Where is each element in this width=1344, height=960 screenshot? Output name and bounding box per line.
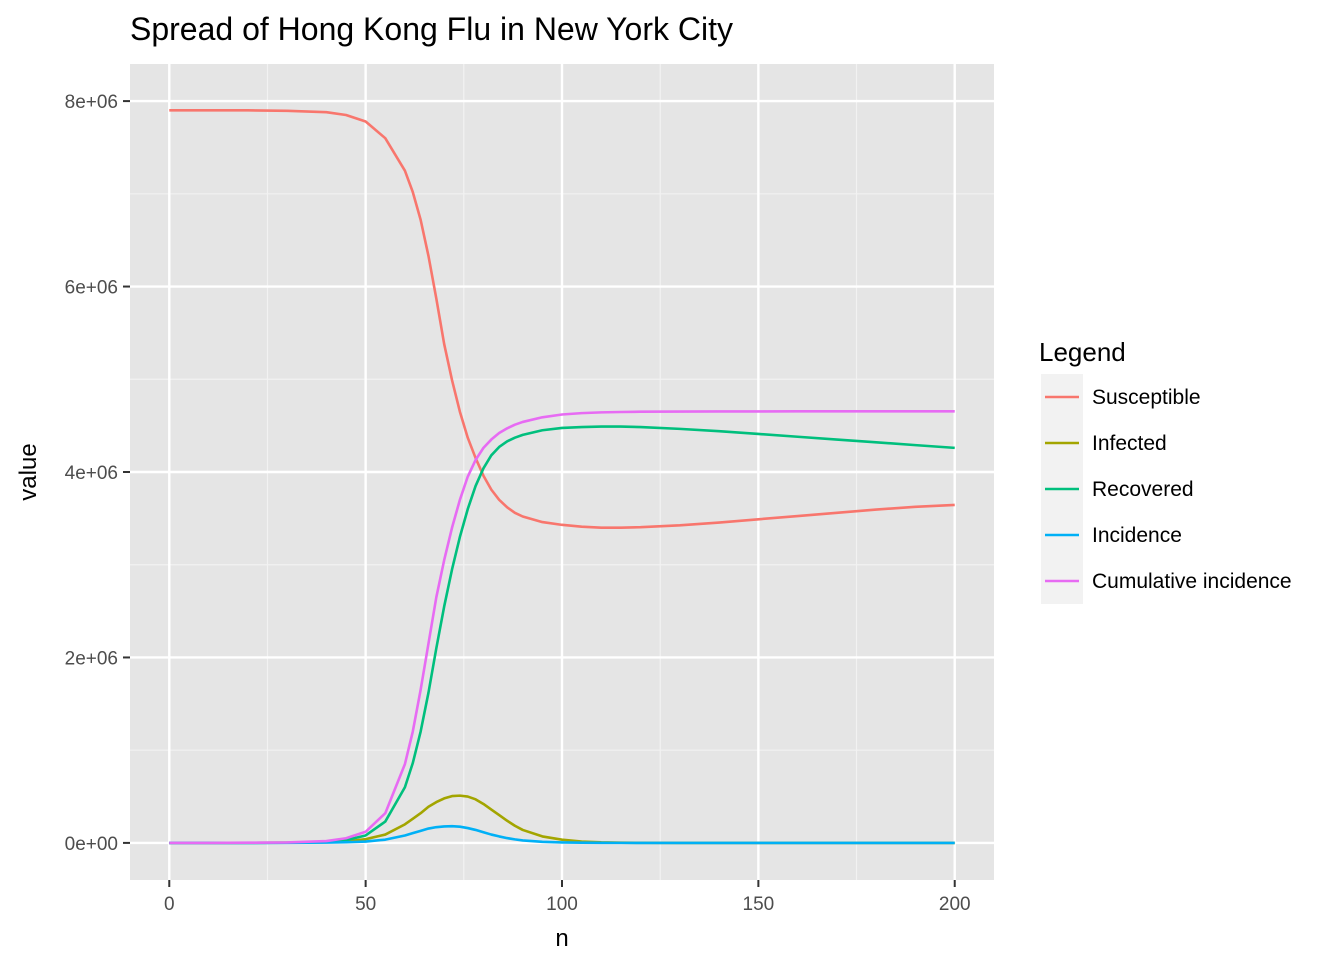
legend-item: Infected	[1041, 420, 1167, 466]
series-line-incidence	[169, 824, 955, 845]
x-tick-label: 200	[939, 894, 971, 915]
y-tick-label: 8e+06	[65, 92, 118, 113]
legend-label: Incidence	[1092, 524, 1182, 547]
axis-ticks	[123, 100, 956, 887]
legend-label: Cumulative incidence	[1092, 570, 1292, 593]
x-tick-label: 100	[546, 894, 578, 915]
x-axis-title: n	[555, 925, 568, 952]
x-tick-label: 50	[355, 894, 376, 915]
x-tick-label: 0	[164, 894, 175, 915]
y-tick-label: 0e+00	[65, 834, 118, 855]
legend-items: Susceptible Infected Recovered Incidence Cum…	[1041, 374, 1292, 604]
y-tick-labels: 0e+00 2e+06 4e+06 6e+06 8e+06	[65, 92, 118, 855]
legend-item: Recovered	[1041, 466, 1194, 512]
x-tick-labels: 0 50 100 150 200	[164, 894, 971, 915]
chart-title: Spread of Hong Kong Flu in New York City	[130, 11, 733, 47]
legend-item: Incidence	[1041, 512, 1182, 558]
legend: Legend Susceptible Infected Recovered Incid…	[1039, 337, 1292, 604]
legend-title: Legend	[1039, 337, 1126, 367]
legend-label: Recovered	[1092, 478, 1194, 501]
legend-item: Cumulative incidence	[1041, 558, 1292, 604]
series-lines	[169, 109, 955, 845]
y-tick-label: 6e+06	[65, 278, 118, 299]
legend-item: Susceptible	[1041, 374, 1201, 420]
legend-label: Infected	[1092, 432, 1167, 455]
y-tick-label: 2e+06	[65, 648, 118, 669]
series-line-susceptible	[169, 109, 955, 529]
series-line-recovered	[169, 425, 955, 845]
y-tick-label: 4e+06	[65, 463, 118, 484]
y-axis-title: value	[15, 443, 42, 500]
x-tick-label: 150	[743, 894, 775, 915]
legend-label: Susceptible	[1092, 386, 1201, 409]
series-line-cumulative-incidence	[169, 410, 955, 845]
